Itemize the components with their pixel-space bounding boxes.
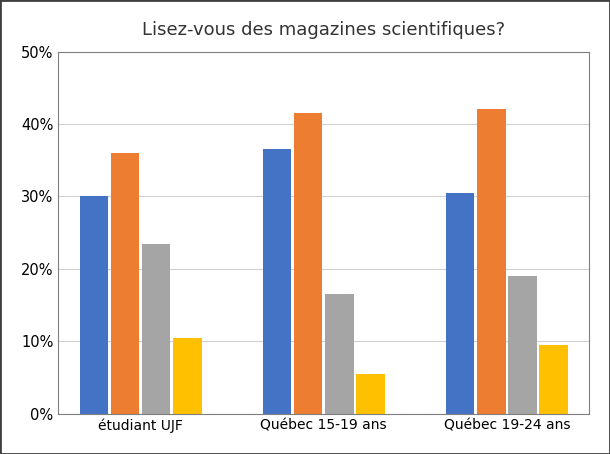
Bar — [173, 338, 201, 414]
Bar — [110, 153, 139, 414]
Bar — [325, 294, 354, 414]
Title: Lisez-vous des magazines scientifiques?: Lisez-vous des magazines scientifiques? — [142, 21, 505, 39]
Bar — [356, 374, 385, 414]
Bar — [508, 276, 537, 414]
Bar — [79, 197, 108, 414]
Bar — [294, 113, 323, 414]
Bar — [477, 109, 506, 414]
Bar — [539, 345, 568, 414]
Bar — [446, 193, 475, 414]
Bar — [263, 149, 292, 414]
Bar — [142, 243, 170, 414]
